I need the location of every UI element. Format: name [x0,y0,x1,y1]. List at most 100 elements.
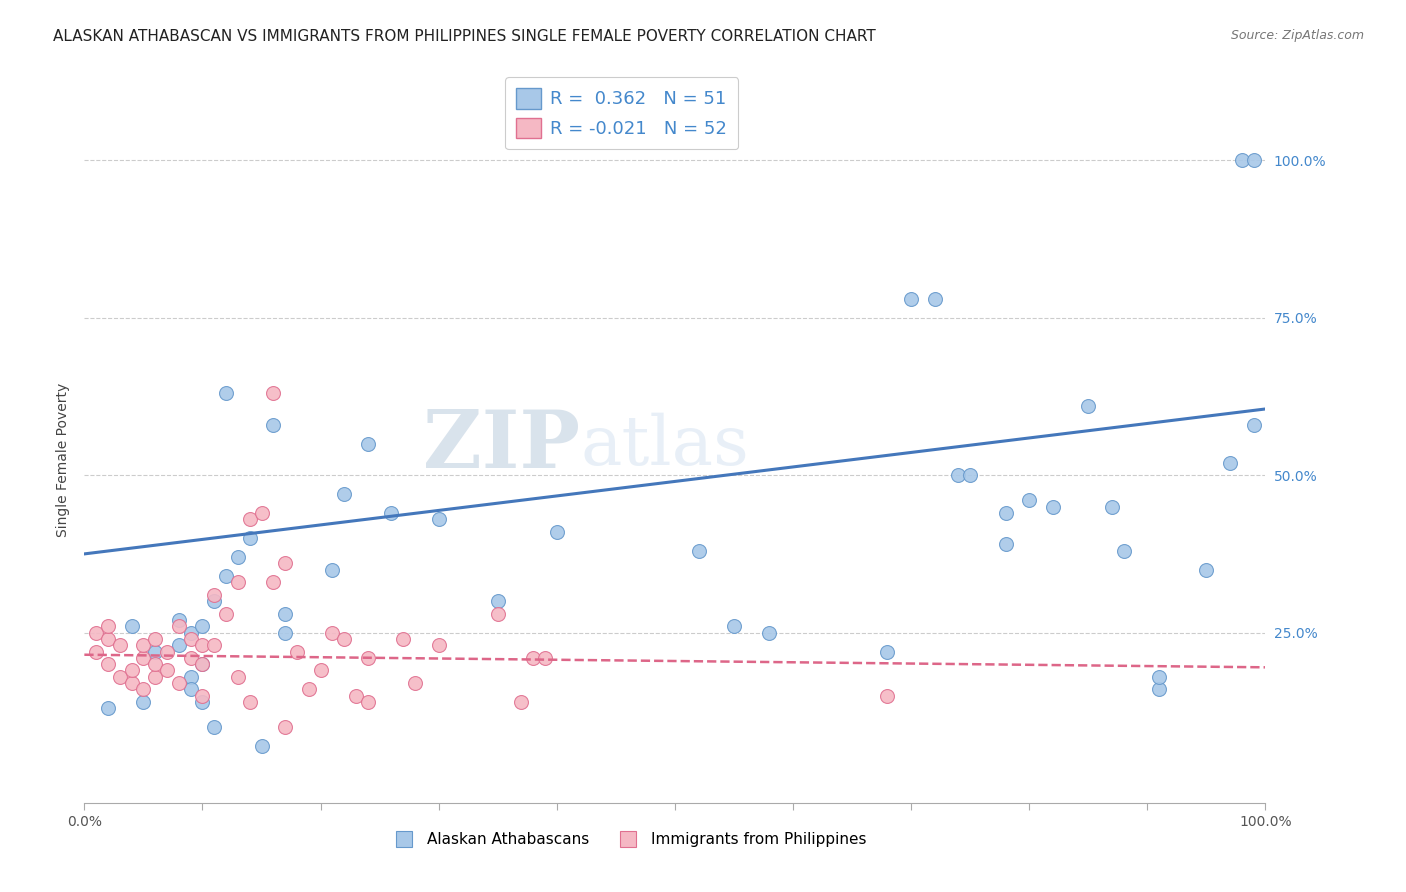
Point [191,689,214,703]
Point [132,682,155,697]
Point [250,506,273,520]
Point [1219,456,1241,470]
Point [202,720,225,734]
Point [226,549,249,564]
Text: ZIP: ZIP [423,407,581,484]
Point [121,676,143,690]
Point [274,625,297,640]
Point [132,695,155,709]
Point [215,569,238,583]
Text: atlas: atlas [581,412,749,479]
Point [321,563,343,577]
Point [143,657,166,672]
Point [1101,500,1123,514]
Point [344,689,367,703]
Point [97,657,120,672]
Point [239,512,262,526]
Point [180,670,202,684]
Point [534,651,557,665]
Point [1243,417,1265,432]
Point [191,695,214,709]
Point [97,632,120,646]
Point [215,607,238,621]
Point [143,670,166,684]
Point [180,625,202,640]
Point [298,682,321,697]
Point [97,619,120,633]
Point [180,651,202,665]
Point [274,607,297,621]
Point [191,657,214,672]
Point [156,644,179,658]
Point [274,557,297,571]
Point [486,594,509,608]
Point [392,632,415,646]
Point [427,638,450,652]
Point [758,625,780,640]
Point [191,657,214,672]
Point [250,739,273,753]
Point [108,670,131,684]
Point [321,625,343,640]
Point [202,588,225,602]
Point [132,638,155,652]
Point [427,512,450,526]
Point [357,695,380,709]
Point [1042,500,1064,514]
Point [191,619,214,633]
Point [180,682,202,697]
Point [274,720,297,734]
Point [1147,682,1170,697]
Point [143,644,166,658]
Point [1018,493,1040,508]
Point [546,524,568,539]
Point [948,468,970,483]
Point [994,506,1017,520]
Point [1243,153,1265,167]
Legend: Alaskan Athabascans, Immigrants from Philippines: Alaskan Athabascans, Immigrants from Phi… [382,826,872,854]
Point [1077,399,1099,413]
Text: Source: ZipAtlas.com: Source: ZipAtlas.com [1230,29,1364,42]
Point [333,487,356,501]
Point [924,292,946,306]
Point [900,292,922,306]
Point [959,468,981,483]
Point [202,638,225,652]
Point [132,651,155,665]
Point [333,632,356,646]
Point [215,386,238,401]
Point [226,575,249,590]
Point [239,531,262,545]
Point [167,619,190,633]
Point [380,506,402,520]
Point [1195,563,1218,577]
Point [688,543,710,558]
Point [108,638,131,652]
Point [357,651,380,665]
Point [876,644,898,658]
Point [994,537,1017,551]
Point [239,695,262,709]
Point [404,676,426,690]
Point [167,676,190,690]
Point [84,625,107,640]
Point [285,644,308,658]
Point [510,695,533,709]
Point [723,619,745,633]
Point [357,436,380,450]
Text: ALASKAN ATHABASCAN VS IMMIGRANTS FROM PHILIPPINES SINGLE FEMALE POVERTY CORRELAT: ALASKAN ATHABASCAN VS IMMIGRANTS FROM PH… [53,29,876,44]
Point [121,619,143,633]
Point [876,689,898,703]
Y-axis label: Single Female Poverty: Single Female Poverty [56,383,70,536]
Point [121,664,143,678]
Point [1230,153,1253,167]
Point [156,664,179,678]
Point [1147,670,1170,684]
Point [262,386,284,401]
Point [167,613,190,627]
Point [191,638,214,652]
Point [262,575,284,590]
Point [1112,543,1135,558]
Point [202,594,225,608]
Point [309,664,332,678]
